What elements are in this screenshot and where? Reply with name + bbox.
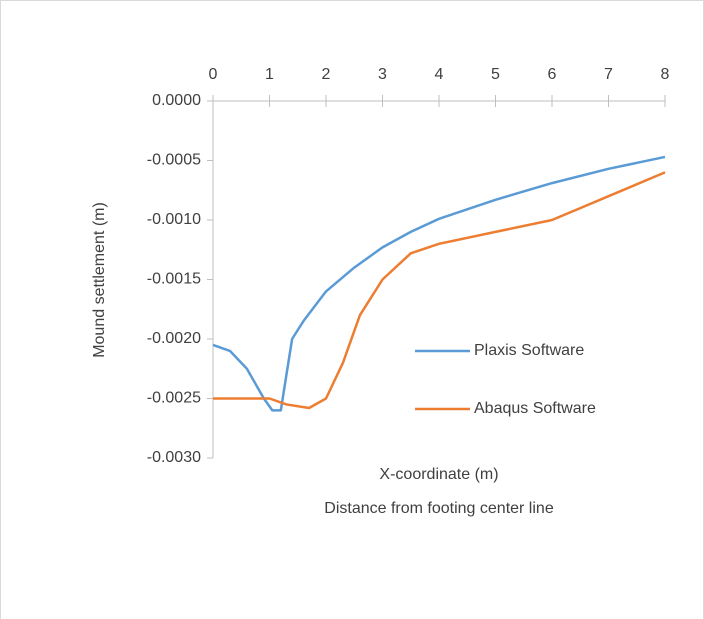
x-tick-label: 3 xyxy=(378,66,387,83)
series-line xyxy=(213,171,666,410)
y-tick-label: 0.0000 xyxy=(152,92,201,109)
x-tick-label: 8 xyxy=(661,66,670,83)
x-tick-label: 0 xyxy=(209,66,218,83)
y-tick-label: -0.0030 xyxy=(147,449,201,466)
x-tick-label: 2 xyxy=(322,66,331,83)
series-line xyxy=(212,155,666,412)
y-tick-label: -0.0015 xyxy=(147,271,201,288)
x-tick-label: 6 xyxy=(548,66,557,83)
y-tick-label: -0.0025 xyxy=(147,390,201,407)
x-axis-title: X-coordinate (m) xyxy=(379,466,498,483)
x-tick-label: 4 xyxy=(435,66,444,83)
y-tick-label: -0.0005 xyxy=(147,152,201,169)
x-tick-label: 5 xyxy=(491,66,500,83)
x-tick-label: 7 xyxy=(604,66,613,83)
x-axis-subtitle: Distance from footing center line xyxy=(324,500,554,517)
y-tick-label: -0.0010 xyxy=(147,211,201,228)
legend-label: Plaxis Software xyxy=(474,342,584,359)
x-tick-label: 1 xyxy=(265,66,274,83)
y-axis-title: Mound settlement (m) xyxy=(91,202,108,358)
y-tick-label: -0.0020 xyxy=(147,330,201,347)
legend-label: Abaqus Software xyxy=(474,400,596,417)
